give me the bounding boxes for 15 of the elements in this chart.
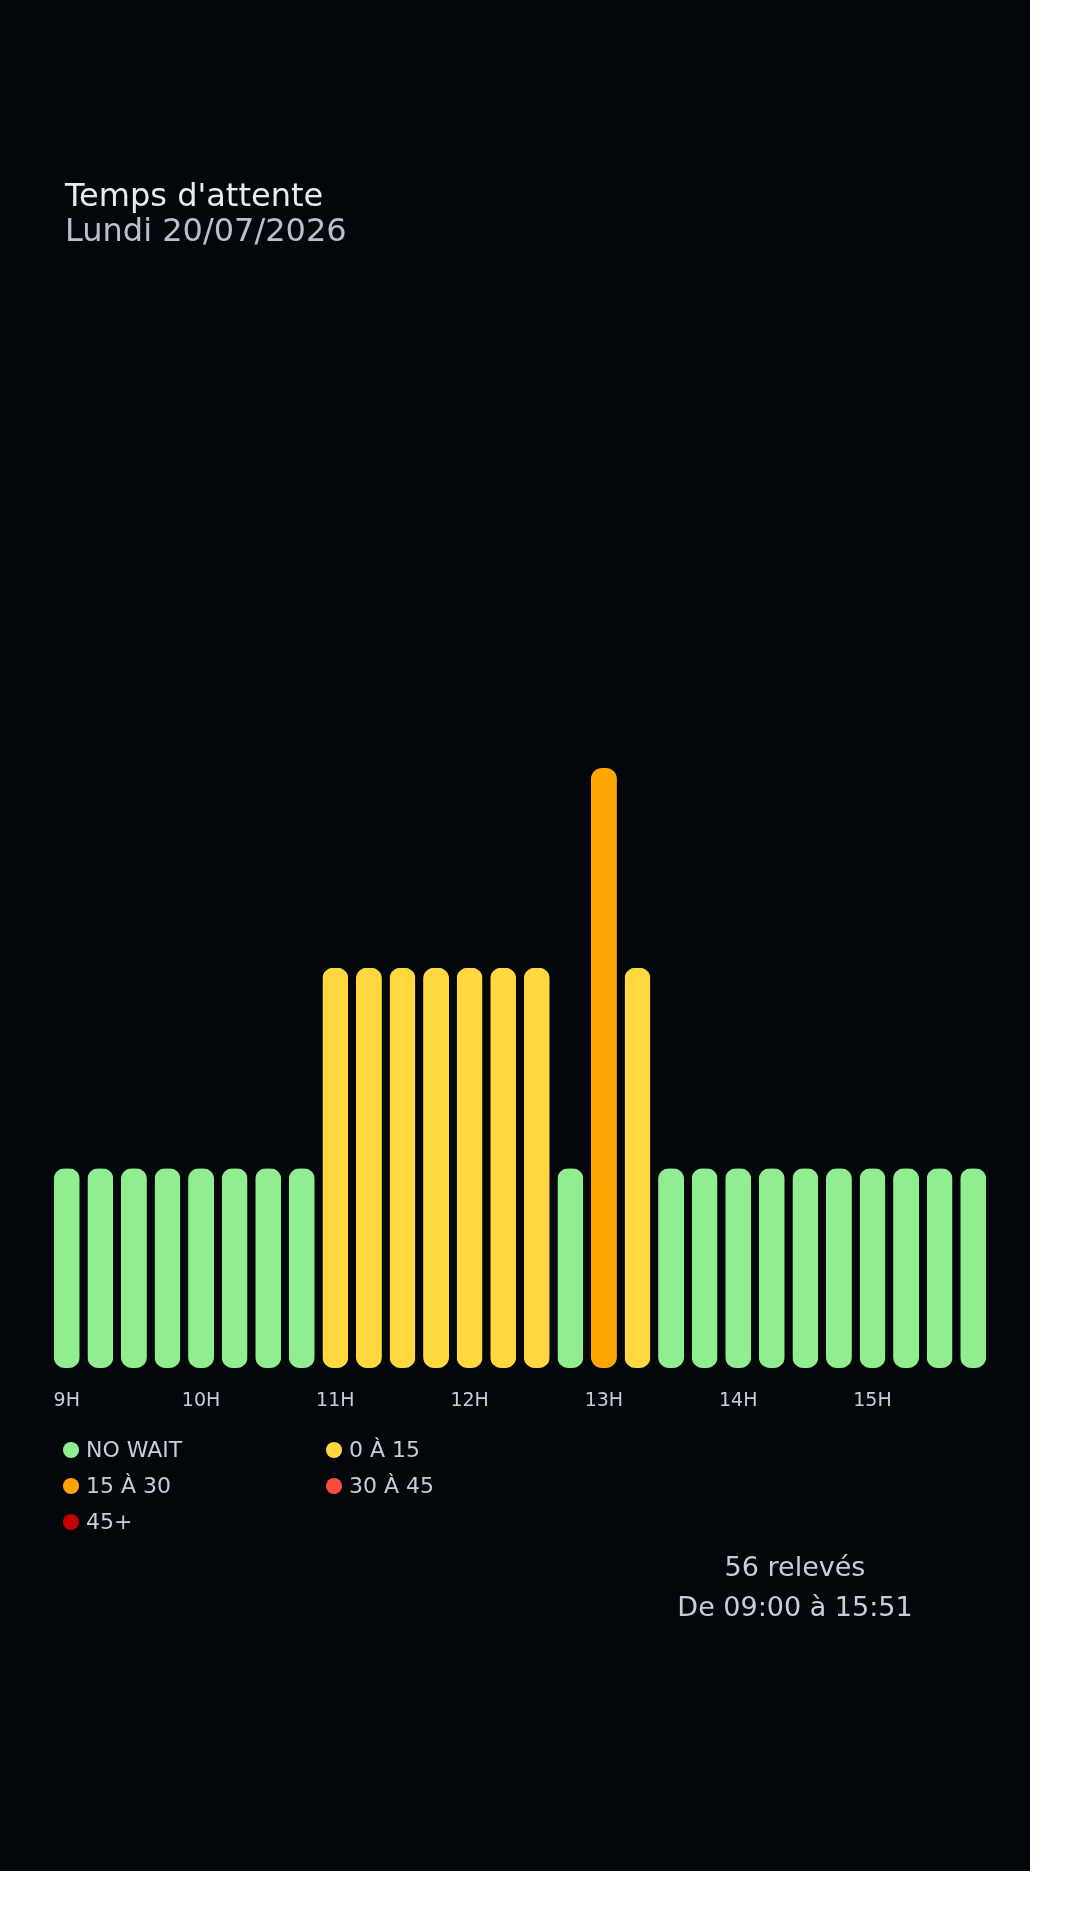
x-tick-label: 14H: [718, 1387, 758, 1410]
x-tick-label: 10H: [181, 1387, 221, 1410]
x-tick-label: 11H: [316, 1387, 355, 1410]
legend-label: 15 À 30: [86, 1473, 172, 1498]
x-tick-label: 13H: [584, 1387, 624, 1410]
chart-title: Temps d'attente: [64, 176, 324, 214]
legend-label: 30 À 45: [349, 1473, 435, 1498]
x-tick-label: 15H: [853, 1387, 892, 1410]
x-tick-label: 12H: [450, 1387, 489, 1410]
x-tick-label: 9H: [53, 1387, 80, 1410]
text: 56 relevés: [724, 1551, 866, 1582]
legend-label: NO WAIT: [86, 1437, 183, 1462]
legend-label: 45+: [86, 1509, 133, 1534]
text: De 09:00 à 15:51: [677, 1591, 913, 1622]
legend-label: 0 À 15: [349, 1437, 421, 1462]
